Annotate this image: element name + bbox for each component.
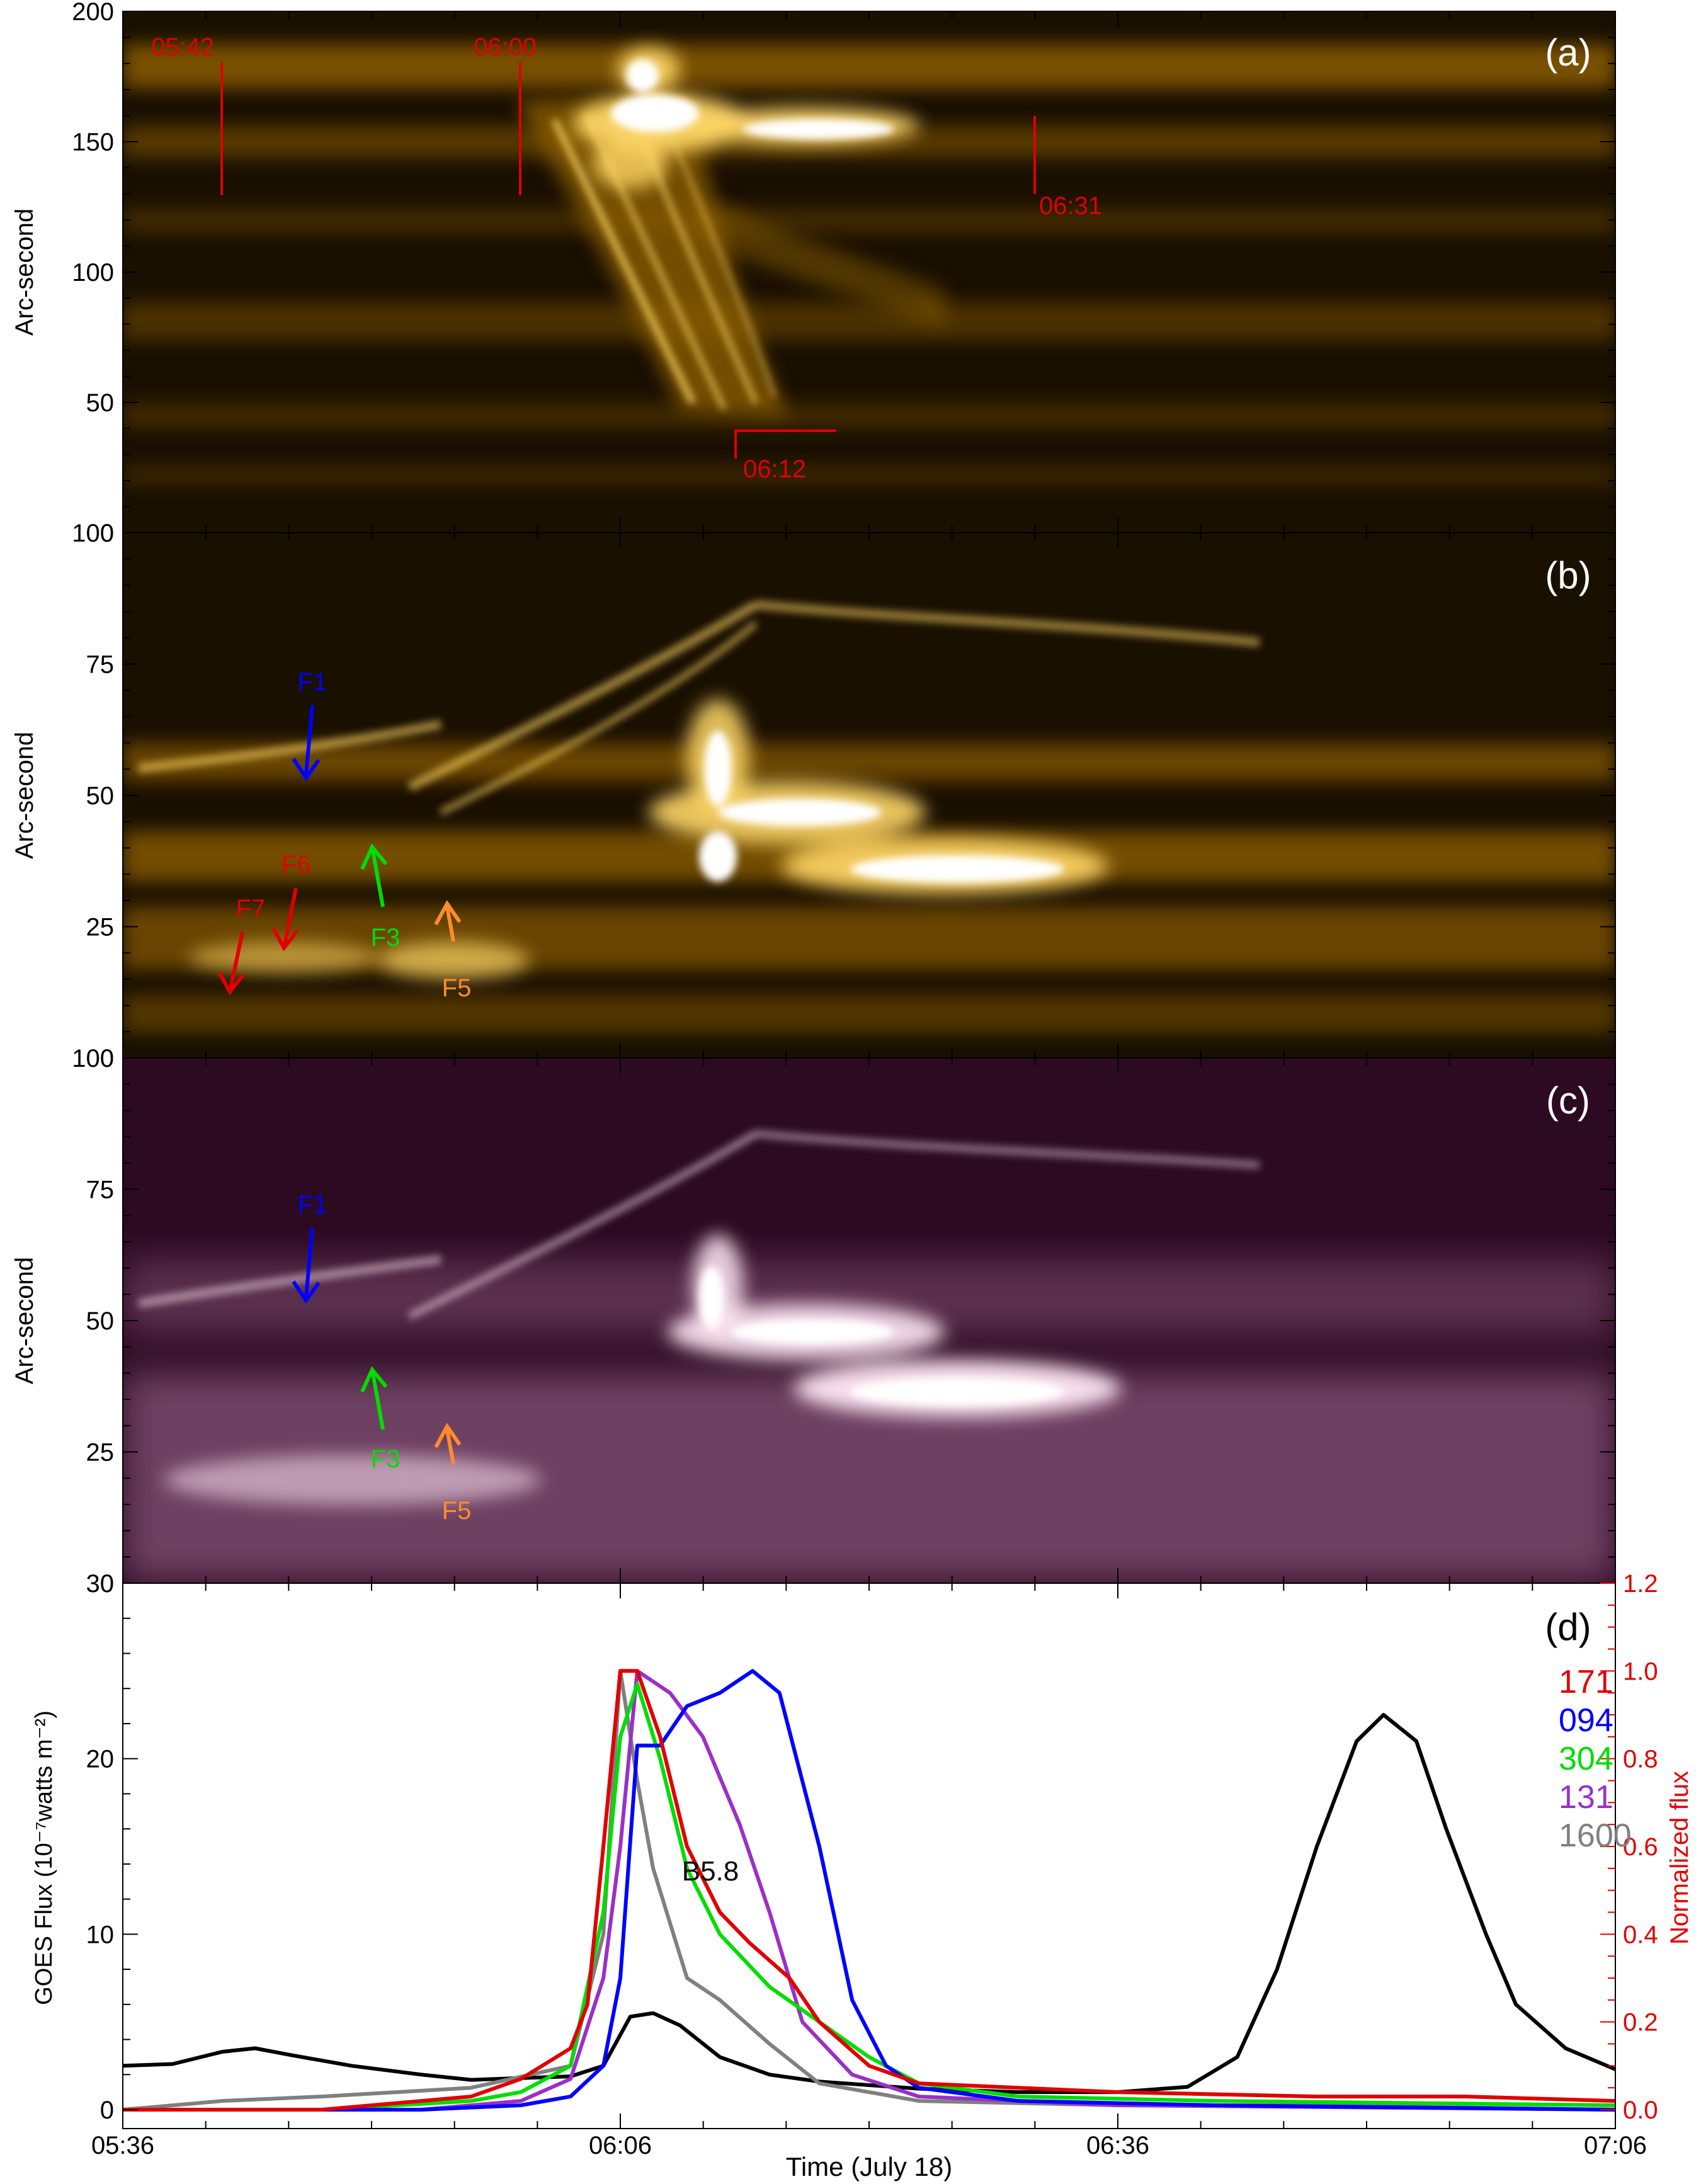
panel-d-y-ticks-left: 0 10 20 30 (86, 1570, 138, 2124)
panel-a-image (123, 11, 1615, 533)
panel-a-label: (a) (1545, 31, 1591, 74)
panel-a-ylabel: Arc-second (11, 208, 38, 336)
y-tick-label: 25 (86, 1439, 115, 1467)
panel-c-image (123, 1058, 1615, 1583)
y-tick-label: 100 (72, 520, 114, 547)
y-tick-label-left: 30 (86, 1570, 115, 1598)
series-line-goes (123, 1713, 1615, 2095)
y-tick-label: 75 (86, 651, 115, 679)
y-tick-label: 50 (86, 782, 115, 810)
legend-entry-304: 304 (1559, 1741, 1613, 1777)
arrow-f5-c: F5 (434, 1423, 472, 1525)
panel-d: 0 10 20 30 0.0 0.2 0.4 0.6 0.8 1.0 1.2 05:36 06:06… (31, 1570, 1693, 2181)
panel-d-ylabel-right: Normalized flux (1666, 1771, 1693, 1945)
svg-text:F5: F5 (442, 1497, 472, 1525)
legend-entry-131: 131 (1559, 1779, 1613, 1816)
marker-0600-label: 06:00 (474, 33, 537, 61)
y-tick-label-right: 0.6 (1623, 1833, 1658, 1861)
x-tick-label: 06:06 (589, 2132, 652, 2159)
series-line-171 (123, 1669, 1615, 2112)
y-tick-label: 50 (86, 1307, 115, 1335)
y-tick-label: 200 (72, 0, 114, 26)
panel-a: 0 50 100 150 200 Arc-second (a) 05:42 06:00 … (11, 0, 1616, 547)
arrow-f3-b: F3 (360, 843, 401, 952)
y-tick-label: 0 (100, 1570, 114, 1598)
panel-b-label: (b) (1545, 554, 1591, 596)
y-tick-label: 0 (100, 520, 114, 547)
panel-c-x-ticks (122, 1058, 1616, 1583)
svg-text:F3: F3 (371, 924, 401, 952)
svg-text:F6: F6 (282, 851, 311, 879)
marker-0631-label: 06:31 (1039, 192, 1102, 220)
y-tick-label: 50 (86, 389, 115, 417)
svg-text:F7: F7 (236, 895, 266, 923)
arrow-f1-b: F1 (292, 668, 327, 782)
y-tick-label-left: 0 (100, 2096, 114, 2124)
panel-d-background (123, 1583, 1615, 2129)
series-line-094 (123, 1669, 1615, 2112)
panel-b-image (123, 533, 1615, 1058)
x-tick-label: 07:06 (1584, 2132, 1647, 2159)
y-tick-label: 100 (72, 259, 114, 287)
y-tick-label: 75 (86, 1176, 115, 1204)
panel-b-y-ticks: 0 25 50 75 100 (72, 520, 1615, 1072)
arrow-f6-b: F6 (271, 851, 311, 952)
legend-entry-171: 171 (1559, 1664, 1613, 1700)
y-tick-label: 25 (86, 914, 115, 941)
panel-c-y-ticks: 0 25 50 75 100 (72, 1045, 1615, 1598)
panel-a-markers: 05:42 06:00 06:31 06:12 (151, 33, 1102, 483)
y-tick-label-right: 0.0 (1623, 2096, 1658, 2124)
marker-0612-label: 06:12 (743, 455, 806, 483)
panel-c-arrows: F1 F3 F5 (292, 1191, 472, 1525)
svg-text:F3: F3 (371, 1445, 401, 1473)
svg-text:F5: F5 (442, 974, 472, 1002)
arrow-f5-b: F5 (434, 900, 472, 1002)
series-line-131 (123, 1669, 1615, 2112)
y-tick-label-right: 0.2 (1623, 2009, 1658, 2037)
svg-text:F1: F1 (298, 1191, 327, 1219)
panel-a-x-ticks (122, 11, 1616, 533)
x-tick-label: 05:36 (91, 2132, 154, 2159)
panel-d-label: (d) (1545, 1606, 1591, 1648)
panel-b-x-ticks (122, 533, 1616, 1058)
panel-d-y-ticks-right: 0.0 0.2 0.4 0.6 0.8 1.0 1.2 (1600, 1570, 1658, 2124)
panel-d-annotation: B5.8 (682, 1856, 739, 1887)
y-tick-label-left: 20 (86, 1746, 115, 1773)
legend-entry-1600: 1600 (1559, 1817, 1632, 1854)
panel-b-arrows: F1 F6 F7 F3 F5 (217, 668, 472, 1002)
panel-b: 0 25 50 75 100 Arc-second (b) F1 F6 F7 (11, 520, 1616, 1072)
panel-b-ylabel: Arc-second (11, 732, 38, 859)
panel-c-label: (c) (1546, 1079, 1590, 1122)
y-tick-label: 0 (100, 1045, 114, 1072)
marker-0542-label: 05:42 (151, 33, 214, 61)
arrow-f3-c: F3 (360, 1366, 401, 1473)
y-tick-label-right: 1.0 (1623, 1658, 1658, 1685)
panel-d-ylabel-left: GOES Flux (10⁻⁷watts m⁻²) (31, 1710, 57, 2005)
y-tick-label: 150 (72, 128, 114, 156)
y-tick-label-right: 0.4 (1623, 1921, 1658, 1948)
svg-text:F1: F1 (298, 668, 327, 696)
arrow-f1-c: F1 (292, 1191, 327, 1304)
series-line-1600 (123, 1669, 1615, 2112)
arrow-f7-b: F7 (217, 895, 266, 996)
x-tick-label: 06:36 (1086, 2132, 1149, 2159)
panel-d-series (123, 1669, 1615, 2112)
panel-d-x-ticks: 05:36 06:06 06:36 07:06 (91, 1583, 1647, 2159)
panel-c: 0 25 50 75 100 Arc-second (c) F1 F3 F5 (11, 1045, 1616, 1598)
y-tick-label-right: 1.2 (1623, 1570, 1658, 1598)
legend-entry-094: 094 (1559, 1702, 1613, 1739)
y-tick-label: 100 (72, 1045, 114, 1072)
x-axis-label: Time (July 18) (786, 2152, 953, 2181)
panel-c-ylabel: Arc-second (11, 1257, 38, 1384)
y-tick-label-right: 0.8 (1623, 1746, 1658, 1773)
y-tick-label-left: 10 (86, 1921, 115, 1948)
